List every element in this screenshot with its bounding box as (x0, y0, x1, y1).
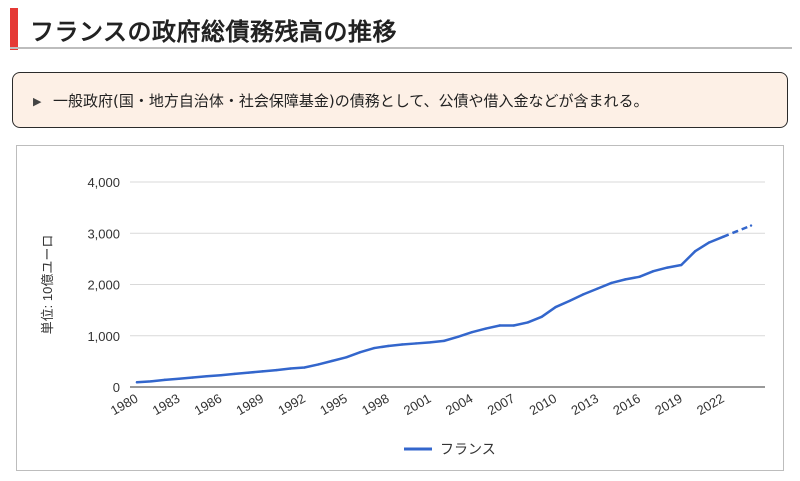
x-tick-label: 2019 (652, 391, 685, 418)
data-point (666, 266, 669, 269)
x-tick-label: 1992 (275, 391, 308, 418)
data-point (317, 363, 320, 366)
data-point (373, 346, 376, 350)
note-text: 一般政府(国・地方自治体・社会保障基金)の債務として、公債や借入金などが含まれる… (53, 92, 649, 110)
y-tick-label: 1,000 (87, 329, 120, 344)
data-point (135, 381, 139, 384)
series-line-actual (135, 235, 725, 384)
data-point (247, 371, 250, 374)
data-point (735, 230, 739, 233)
data-point (694, 249, 697, 253)
legend-label: フランス (440, 441, 496, 457)
data-point (359, 350, 362, 354)
x-tick-label: 2010 (527, 391, 560, 418)
data-point (610, 281, 613, 285)
note-box: ▶ 一般政府(国・地方自治体・社会保障基金)の債務として、公債や借入金などが含ま… (12, 72, 788, 128)
x-tick-label: 1998 (359, 391, 392, 418)
data-point (470, 330, 474, 334)
data-point (568, 299, 571, 303)
data-point (303, 366, 306, 369)
data-point (400, 343, 404, 346)
data-point (219, 374, 222, 377)
x-tick-label: 2001 (401, 391, 434, 418)
y-tick-label: 0 (113, 380, 120, 395)
y-tick-label: 2,000 (87, 278, 120, 293)
y-axis-title: 単位: 10億ユーロ (40, 235, 55, 335)
x-tick-label: 2007 (485, 391, 518, 418)
data-point (261, 370, 264, 373)
data-point (638, 275, 641, 279)
data-point (177, 377, 181, 380)
x-tick-label: 1986 (192, 391, 225, 418)
data-point (149, 380, 153, 383)
data-point (512, 324, 515, 327)
data-point (233, 372, 236, 376)
triangle-bullet-icon: ▶ (33, 95, 42, 108)
x-tick-label: 1995 (317, 391, 350, 418)
data-point (275, 368, 278, 372)
data-point (554, 305, 557, 309)
data-point (428, 341, 432, 344)
x-tick-label: 2016 (610, 391, 643, 418)
data-point (624, 278, 627, 281)
data-point (526, 321, 529, 324)
y-tick-label: 3,000 (87, 226, 120, 241)
chart-frame (16, 145, 784, 471)
y-tick-label: 4,000 (87, 175, 120, 190)
data-point (331, 359, 334, 363)
data-point (442, 339, 446, 343)
data-point (205, 375, 208, 378)
page-title: フランスの政府総債務残高の推移 (30, 18, 398, 46)
data-point (540, 315, 543, 318)
x-tick-label: 1989 (234, 391, 267, 418)
data-point (721, 235, 725, 239)
data-point (498, 324, 502, 327)
data-point (680, 263, 683, 267)
data-point (345, 356, 348, 359)
x-tick-label: 1983 (150, 391, 183, 418)
data-point (163, 378, 167, 382)
data-point (582, 293, 585, 296)
x-tick-label: 2013 (568, 391, 601, 418)
header-divider (10, 47, 792, 49)
data-point (596, 287, 599, 290)
data-point (749, 224, 753, 227)
data-point (484, 327, 488, 330)
data-point (707, 241, 711, 244)
data-point (386, 344, 390, 348)
data-point (456, 335, 460, 338)
page-header: フランスの政府総債務残高の推移 (0, 0, 800, 60)
x-tick-label: 2022 (694, 391, 727, 418)
data-point (414, 342, 418, 345)
x-tick-label: 2004 (443, 391, 476, 418)
data-point (652, 269, 655, 273)
data-point (191, 376, 195, 379)
header-accent-bar (10, 8, 18, 50)
data-point (289, 367, 292, 370)
